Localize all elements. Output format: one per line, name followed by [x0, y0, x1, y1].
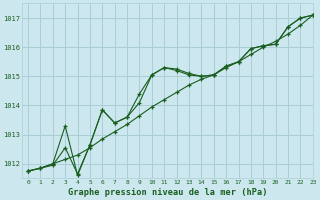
X-axis label: Graphe pression niveau de la mer (hPa): Graphe pression niveau de la mer (hPa) [68, 188, 267, 197]
